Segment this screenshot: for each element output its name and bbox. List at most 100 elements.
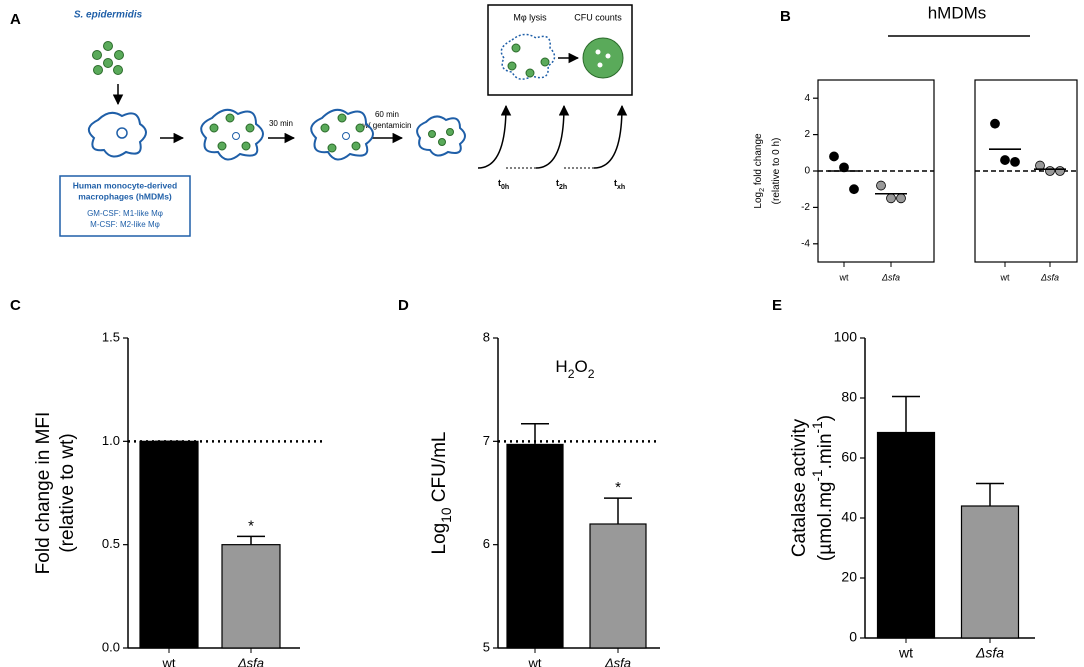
data-point bbox=[1035, 160, 1045, 171]
significance: * bbox=[615, 479, 621, 496]
bar bbox=[139, 440, 199, 649]
data-point bbox=[1000, 155, 1010, 165]
timepoint-main: t bbox=[556, 178, 559, 188]
y-axis-label-part: 2 bbox=[757, 188, 766, 192]
data-point bbox=[1010, 156, 1020, 167]
significance: * bbox=[248, 517, 254, 534]
bar bbox=[876, 431, 936, 639]
data-point bbox=[839, 162, 849, 173]
y-tick-label: 0.5 bbox=[102, 536, 120, 551]
y-tick-label: 6 bbox=[483, 536, 490, 551]
data-point bbox=[1045, 166, 1055, 176]
internalized-bacteria bbox=[209, 113, 454, 153]
panel-label: A bbox=[10, 11, 21, 28]
y-axis-label-part: -1 bbox=[810, 469, 825, 481]
y-axis-label: (relative to wt) bbox=[57, 433, 78, 552]
cell-box bbox=[59, 175, 191, 237]
data-point bbox=[829, 151, 839, 162]
data-point bbox=[876, 180, 886, 191]
timepoint: t0h bbox=[498, 178, 509, 191]
y-tick-label: 5 bbox=[483, 639, 490, 654]
timepoint-main: t bbox=[614, 178, 617, 188]
x-tick-label: Δsfa bbox=[604, 655, 631, 667]
timepoint-main: t bbox=[498, 178, 501, 188]
y-axis-label-part: -1 bbox=[810, 421, 825, 433]
infected-cells bbox=[200, 108, 466, 161]
data-point bbox=[849, 184, 859, 195]
lysis-box bbox=[487, 4, 633, 96]
x-tick-label: wt bbox=[898, 645, 913, 661]
y-tick-label: 0.0 bbox=[102, 639, 120, 654]
y-tick-label: 2 bbox=[804, 129, 810, 140]
cell-label: macrophages (hMDMs) bbox=[78, 191, 172, 201]
colonies bbox=[595, 49, 611, 68]
y-axis-label: Fold change in MFI bbox=[33, 412, 54, 575]
bar bbox=[960, 505, 1020, 639]
y-axis-label-part: fold change bbox=[753, 133, 764, 188]
y-axis-label: (µmol.mg-1.min-1) bbox=[810, 415, 836, 561]
x-tick-label: Δsfa bbox=[1040, 272, 1059, 282]
group-label: hMDMs bbox=[928, 3, 987, 22]
y-axis-label-part: Catalase activity bbox=[789, 418, 810, 557]
lysed-cell bbox=[500, 33, 556, 80]
released-bacteria bbox=[507, 43, 550, 78]
condition-label: GM-CSF: M1-like Mφ bbox=[87, 209, 163, 218]
y-tick-label: -2 bbox=[801, 202, 810, 213]
x-tick-label: Δsfa bbox=[237, 655, 264, 667]
panel-label: C bbox=[10, 297, 21, 314]
bar bbox=[589, 523, 647, 649]
y-axis-label-part: Log bbox=[753, 192, 764, 209]
bar bbox=[221, 544, 281, 649]
y-tick-label: 0 bbox=[804, 166, 810, 177]
y-tick-label: 4 bbox=[804, 93, 810, 104]
data-point bbox=[896, 193, 906, 204]
y-axis-label-part: ) bbox=[815, 415, 836, 421]
y-axis-label: Log2 fold change bbox=[753, 133, 767, 209]
y-axis-label: Log10 CFU/mL bbox=[429, 432, 454, 555]
timepoint: t2h bbox=[556, 178, 567, 191]
x-tick-label: Δsfa bbox=[975, 645, 1004, 661]
chart-title-part: H bbox=[555, 357, 567, 376]
y-tick-label: 0 bbox=[849, 629, 857, 645]
y-axis-label: Catalase activity bbox=[789, 418, 810, 557]
bacteria bbox=[92, 41, 124, 75]
y-tick-label: 100 bbox=[834, 329, 858, 345]
x-tick-label: wt bbox=[528, 655, 542, 667]
y-tick-label: -4 bbox=[801, 238, 810, 249]
timepoint-sub: 2h bbox=[559, 184, 567, 191]
y-tick-label: 80 bbox=[841, 389, 857, 405]
y-tick-label: 60 bbox=[841, 449, 857, 465]
y-axis-label-part: .min bbox=[815, 433, 836, 469]
bar bbox=[506, 443, 564, 649]
data-point bbox=[1055, 166, 1065, 176]
y-tick-label: 7 bbox=[483, 433, 490, 448]
step-label: 60 min bbox=[375, 110, 399, 119]
bacteria-label: S. epidermidis bbox=[74, 10, 143, 21]
y-tick-label: 40 bbox=[841, 509, 857, 525]
y-axis-label-part: Fold change in MFI bbox=[33, 412, 54, 575]
y-tick-label: 1.0 bbox=[102, 433, 120, 448]
x-tick-label: wt bbox=[162, 655, 176, 667]
step-label: 30 min bbox=[269, 119, 293, 128]
chart-title: H2O2 bbox=[555, 357, 594, 381]
timeline bbox=[477, 104, 628, 169]
y-axis-label-part: CFU/mL bbox=[429, 432, 450, 508]
timepoint: txh bbox=[614, 178, 625, 191]
panel-label: B bbox=[780, 8, 791, 25]
y-axis-label-part: (relative to 0 h) bbox=[771, 138, 782, 205]
counts-label: CFU counts bbox=[574, 12, 622, 22]
panel-label: D bbox=[398, 297, 409, 314]
y-tick-label: 20 bbox=[841, 569, 857, 585]
y-axis-label-part: 10 bbox=[439, 507, 454, 523]
x-tick-label: wt bbox=[1000, 272, 1010, 282]
y-axis-label-part: Log bbox=[429, 523, 450, 555]
data-point bbox=[886, 193, 896, 204]
macrophage bbox=[87, 111, 147, 158]
y-axis-label-part: (µmol.mg bbox=[815, 482, 836, 562]
step-label: w/ gentamicin bbox=[362, 121, 412, 130]
cell-label: Human monocyte-derived bbox=[73, 180, 177, 190]
data-point bbox=[990, 118, 1000, 129]
chart-title-part: 2 bbox=[568, 367, 575, 381]
y-axis-label: (relative to 0 h) bbox=[771, 138, 782, 205]
